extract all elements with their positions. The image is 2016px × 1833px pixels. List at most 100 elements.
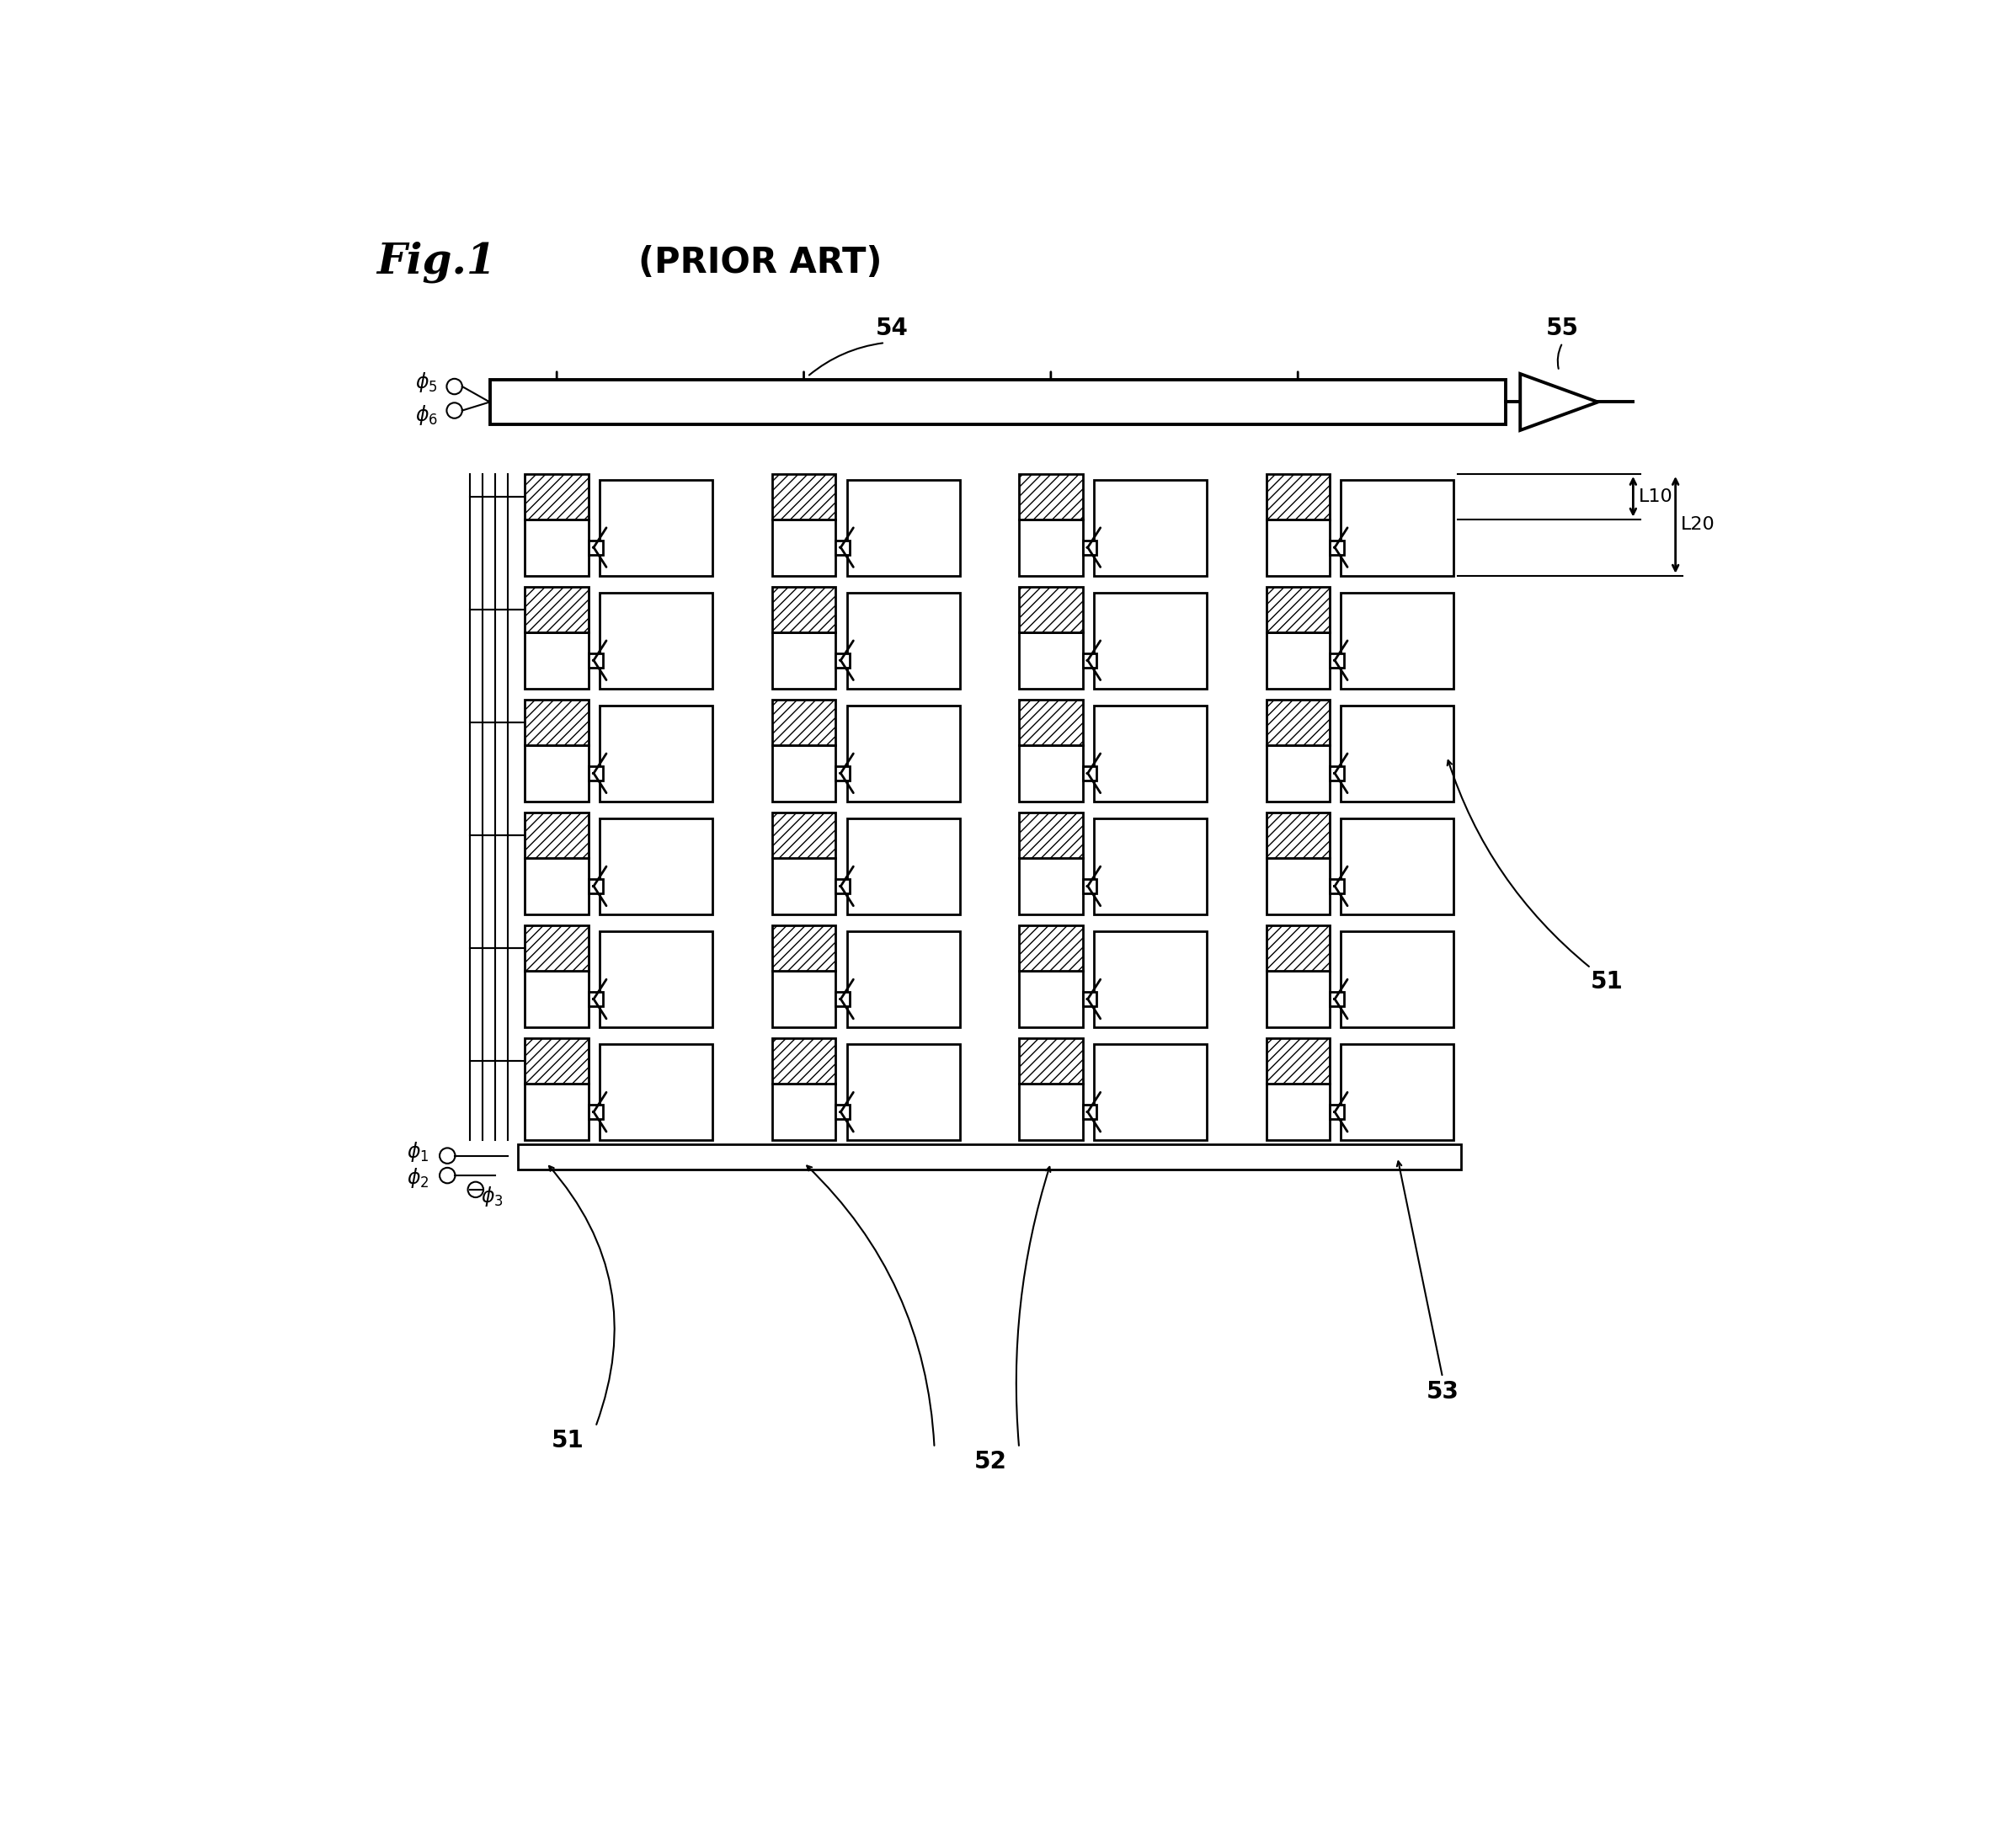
Bar <box>847 931 960 1026</box>
Bar <box>1018 700 1083 744</box>
Bar <box>772 1039 835 1083</box>
Bar <box>524 587 589 632</box>
Bar <box>1101 381 1149 423</box>
Bar <box>772 587 835 632</box>
Bar <box>1331 1105 1345 1118</box>
Bar <box>1266 700 1331 744</box>
Bar <box>524 926 589 971</box>
Bar <box>524 475 589 519</box>
Bar <box>601 480 714 576</box>
Bar <box>835 653 849 667</box>
Bar <box>772 475 835 519</box>
Bar <box>835 992 849 1006</box>
Bar <box>518 1144 1462 1169</box>
Bar <box>1018 1039 1083 1083</box>
Text: 53: 53 <box>1425 1380 1460 1404</box>
Bar <box>694 381 742 423</box>
Bar <box>1018 858 1083 915</box>
Bar <box>948 381 996 423</box>
Bar <box>847 1045 960 1140</box>
Bar <box>847 480 960 576</box>
Bar <box>847 818 960 915</box>
Bar <box>1095 818 1208 915</box>
Bar <box>589 766 603 781</box>
Bar <box>524 812 589 858</box>
Bar <box>1331 541 1345 554</box>
Bar <box>1456 381 1506 423</box>
Bar <box>847 592 960 689</box>
Bar <box>847 381 895 423</box>
Bar <box>1050 381 1099 423</box>
Bar <box>1341 706 1454 801</box>
Bar <box>1266 926 1331 971</box>
Bar <box>1018 926 1083 971</box>
Bar <box>1341 592 1454 689</box>
Bar <box>542 381 591 423</box>
Bar <box>1018 812 1083 858</box>
Text: $\phi_3$: $\phi_3$ <box>482 1184 504 1208</box>
Bar <box>847 706 960 801</box>
Text: L20: L20 <box>1681 517 1716 533</box>
Text: $\phi_2$: $\phi_2$ <box>407 1166 429 1190</box>
Text: $\phi_6$: $\phi_6$ <box>415 403 437 427</box>
Bar <box>524 971 589 1026</box>
Bar <box>835 766 849 781</box>
Bar <box>524 475 589 519</box>
Text: 54: 54 <box>875 317 909 339</box>
Bar <box>1151 381 1200 423</box>
Bar <box>1083 766 1097 781</box>
Bar <box>1018 926 1083 971</box>
Bar <box>601 706 714 801</box>
Bar <box>1266 1083 1331 1140</box>
Bar <box>1266 587 1331 632</box>
Bar <box>772 700 835 744</box>
Bar <box>524 700 589 744</box>
Bar <box>593 381 641 423</box>
Text: $\phi_1$: $\phi_1$ <box>407 1140 429 1164</box>
Bar <box>1266 858 1331 915</box>
Bar <box>1266 632 1331 689</box>
Bar <box>1018 1039 1083 1083</box>
Polygon shape <box>1520 374 1599 431</box>
Bar <box>589 880 603 893</box>
Bar <box>772 519 835 576</box>
Bar <box>1266 700 1331 744</box>
Bar <box>1018 587 1083 632</box>
Bar <box>1095 592 1208 689</box>
Bar <box>1266 744 1331 801</box>
Bar <box>796 381 845 423</box>
Bar <box>1254 381 1302 423</box>
Bar <box>1018 1083 1083 1140</box>
Bar <box>524 1039 589 1083</box>
Bar <box>1266 1039 1331 1083</box>
Bar <box>772 926 835 971</box>
Bar <box>490 379 1506 425</box>
Bar <box>1095 706 1208 801</box>
Text: 55: 55 <box>1546 317 1579 339</box>
Bar <box>897 381 946 423</box>
Bar <box>1018 475 1083 519</box>
Bar <box>1018 475 1083 519</box>
Bar <box>1018 971 1083 1026</box>
Bar <box>1341 818 1454 915</box>
Text: (PRIOR ART): (PRIOR ART) <box>637 246 881 280</box>
Bar <box>1083 653 1097 667</box>
Bar <box>1331 992 1345 1006</box>
Bar <box>1018 812 1083 858</box>
Bar <box>1266 475 1331 519</box>
Bar <box>772 1083 835 1140</box>
Text: Fig.1: Fig.1 <box>377 242 496 282</box>
Bar <box>1018 700 1083 744</box>
Bar <box>1341 931 1454 1026</box>
Bar <box>1083 1105 1097 1118</box>
Bar <box>1095 1045 1208 1140</box>
Bar <box>1266 1039 1331 1083</box>
Bar <box>1304 381 1353 423</box>
Bar <box>601 931 714 1026</box>
Bar <box>589 541 603 554</box>
Bar <box>1083 992 1097 1006</box>
Bar <box>524 632 589 689</box>
Bar <box>1018 632 1083 689</box>
Bar <box>1000 381 1048 423</box>
Bar <box>1266 926 1331 971</box>
